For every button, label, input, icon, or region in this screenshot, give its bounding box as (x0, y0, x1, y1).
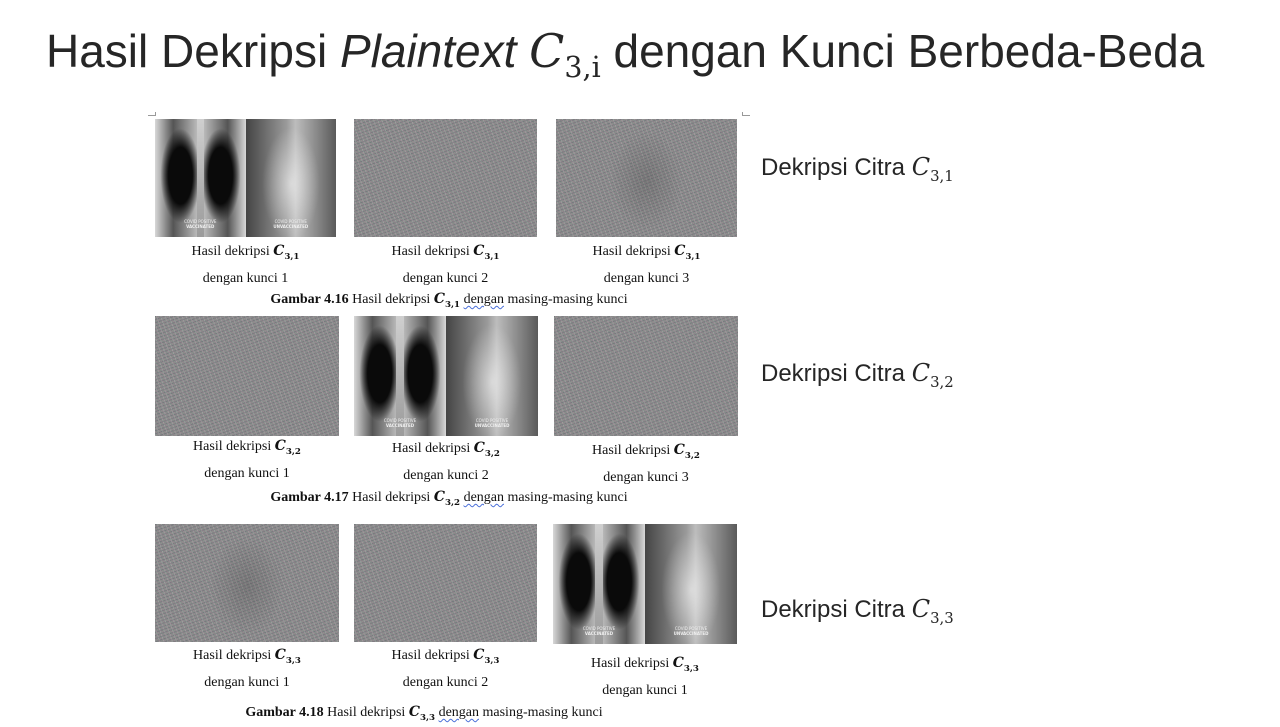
xray-tag-left: COVID POSITIVE VACCINATED (383, 418, 417, 428)
xray-left-half: COVID POSITIVE VACCINATED (155, 119, 246, 237)
image-c31-key3-noise (556, 119, 737, 237)
caption-c31-key2: Hasil dekripsi C3,1 dengan kunci 2 (391, 243, 500, 286)
image-c32-key1-noise (155, 316, 339, 436)
caption-c33-key1: Hasil dekripsi C3,3 dengan kunci 1 (193, 647, 301, 690)
figure-title-4-17: Gambar 4.17 Hasil dekripsi C3,2 dengan m… (270, 489, 628, 508)
image-c32-key2-xray: COVID POSITIVE VACCINATED COVID POSITIVE U… (354, 316, 538, 436)
figure-area: COVID POSITIVE VACCINATED COVID POSITIVE U… (148, 112, 750, 723)
xray-right-half: COVID POSITIVE UNVACCINATED (245, 119, 336, 237)
image-c31-key1-xray: COVID POSITIVE VACCINATED COVID POSITIVE U… (155, 119, 336, 237)
xray-left-half: COVID POSITIVE VACCINATED (553, 524, 645, 644)
crop-mark-right (742, 112, 750, 124)
figure-title-4-16: Gambar 4.16 Hasil dekripsi C3,1 dengan m… (270, 291, 628, 310)
image-c33-key1-noise (155, 524, 339, 642)
title-prefix: Hasil Dekripsi (46, 25, 340, 77)
side-label-c32: Dekripsi Citra C3,2 (761, 359, 954, 391)
crop-mark-left (148, 112, 156, 124)
caption-c31-key3: Hasil dekripsi C3,1 dengan kunci 3 (592, 243, 701, 286)
image-c33-key2-noise (354, 524, 537, 642)
title-suffix: dengan Kunci Berbeda-Beda (600, 25, 1205, 77)
title-math-sub: 3,i (564, 50, 601, 84)
caption-c33-key2: Hasil dekripsi C3,3 dengan kunci 2 (391, 647, 500, 690)
spellcheck-underline: dengan (438, 705, 479, 720)
xray-tag-right: COVID POSITIVE UNVACCINATED (673, 626, 709, 636)
image-c31-key2-noise (354, 119, 537, 237)
caption-c32-key3: Hasil dekripsi C3,2 dengan kunci 3 (592, 442, 700, 485)
spellcheck-underline: dengan (463, 490, 504, 505)
xray-right-half: COVID POSITIVE UNVACCINATED (446, 316, 538, 436)
caption-c31-key1: Hasil dekripsi C3,1 dengan kunci 1 (191, 243, 300, 286)
caption-c32-key1: Hasil dekripsi C3,2 dengan kunci 1 (193, 438, 301, 481)
title-italic-word: Plaintext (339, 25, 517, 77)
caption-c33-key3: Hasil dekripsi C3,3 dengan kunci 1 (591, 655, 699, 698)
side-label-c33: Dekripsi Citra C3,3 (761, 595, 954, 627)
title-math: C3,i (529, 24, 601, 84)
page-title: Hasil Dekripsi Plaintext C3,i dengan Kun… (46, 22, 1204, 97)
side-label-c31: Dekripsi Citra C3,1 (761, 153, 954, 185)
xray-tag-left: COVID POSITIVE VACCINATED (184, 219, 217, 229)
caption-c32-key2: Hasil dekripsi C3,2 dengan kunci 2 (392, 440, 500, 483)
xray-tag-right: COVID POSITIVE UNVACCINATED (474, 418, 510, 428)
xray-left-half: COVID POSITIVE VACCINATED (354, 316, 446, 436)
xray-right-half: COVID POSITIVE UNVACCINATED (645, 524, 737, 644)
figure-title-4-18: Gambar 4.18 Hasil dekripsi C3,3 dengan m… (245, 704, 603, 723)
title-math-base: C (529, 24, 565, 78)
xray-tag-left: COVID POSITIVE VACCINATED (582, 626, 616, 636)
image-c32-key3-noise (554, 316, 738, 436)
xray-tag-right: COVID POSITIVE UNVACCINATED (273, 219, 309, 229)
spellcheck-underline: dengan (463, 292, 504, 307)
image-c33-key3-xray: COVID POSITIVE VACCINATED COVID POSITIVE U… (553, 524, 737, 644)
